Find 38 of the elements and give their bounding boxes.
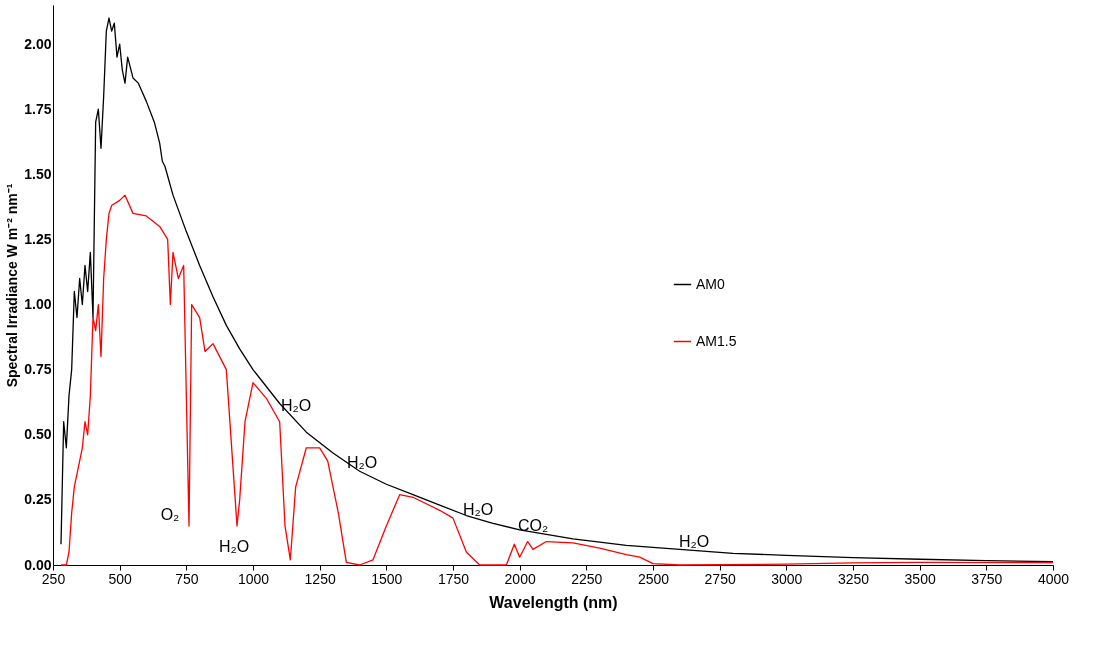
y-tick-label: 0.00 bbox=[24, 556, 52, 573]
annotation: H₂O bbox=[678, 533, 710, 550]
x-axis-title: Wavelength (nm) bbox=[489, 593, 618, 611]
x-tick-label: 2250 bbox=[571, 570, 603, 587]
y-tick-label: 1.50 bbox=[24, 165, 52, 182]
y-tick-label: 0.25 bbox=[24, 491, 52, 508]
x-tick-label: 3000 bbox=[771, 570, 803, 587]
y-tick-label: 1.25 bbox=[24, 230, 52, 247]
line-series bbox=[60, 17, 1054, 563]
annotation: H₂O bbox=[462, 501, 494, 518]
line-series bbox=[60, 194, 1054, 566]
annotation: CO₂ bbox=[517, 517, 549, 534]
x-tick-label: 500 bbox=[108, 570, 133, 587]
annotation: H₂O bbox=[218, 538, 250, 555]
x-tick-label: 750 bbox=[175, 570, 199, 587]
x-tick-label: 1000 bbox=[237, 570, 270, 587]
x-tick-label: 3500 bbox=[904, 570, 936, 587]
y-tick-label: 2.00 bbox=[24, 35, 52, 52]
x-tick-label: 1750 bbox=[437, 570, 470, 587]
annotation: H₂O bbox=[280, 397, 312, 414]
y-tick-label: 1.75 bbox=[24, 100, 52, 117]
x-tick-label: 1250 bbox=[304, 570, 336, 587]
legend-label: AM1.5 bbox=[696, 332, 737, 349]
x-tick-label: 3750 bbox=[971, 570, 1003, 587]
x-tick-label: 3250 bbox=[837, 570, 870, 587]
x-tick-label: 1500 bbox=[371, 570, 403, 587]
annotation: H₂O bbox=[346, 454, 378, 471]
y-axis-title: Spectral Irradiance W m⁻² nm⁻¹ bbox=[4, 183, 21, 388]
y-tick-label: 0.50 bbox=[24, 426, 52, 443]
y-tick-label: 1.00 bbox=[24, 296, 52, 313]
x-tick-label: 4000 bbox=[1037, 570, 1070, 587]
annotation: O₂ bbox=[160, 506, 180, 523]
x-tick-label: 2000 bbox=[504, 570, 536, 587]
x-tick-label: 250 bbox=[41, 570, 66, 587]
x-tick-label: 2750 bbox=[704, 570, 736, 587]
legend-label: AM0 bbox=[696, 275, 725, 292]
x-tick-label: 2500 bbox=[637, 570, 670, 587]
y-tick-label: 0.75 bbox=[24, 361, 52, 378]
